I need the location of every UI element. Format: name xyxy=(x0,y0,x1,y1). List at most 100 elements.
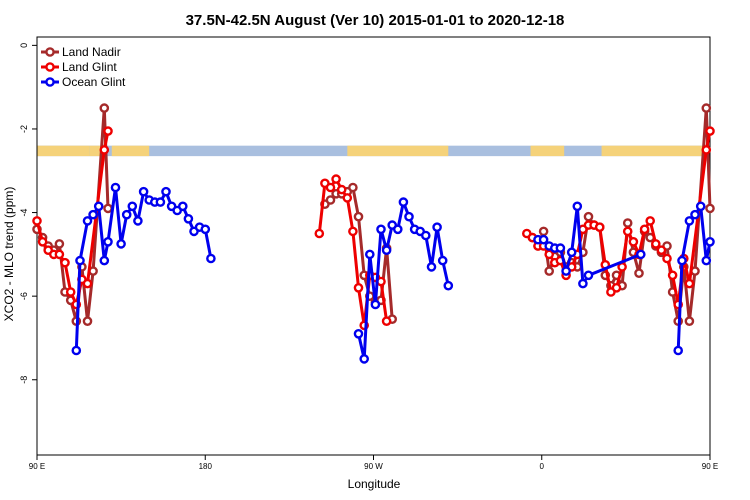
data-point xyxy=(82,216,93,226)
data-point xyxy=(32,216,42,226)
legend-marker xyxy=(45,47,55,57)
data-point xyxy=(544,249,555,260)
data-point xyxy=(594,222,605,232)
y-tick-label: -2 xyxy=(19,125,29,133)
data-point xyxy=(88,209,98,220)
series-2 xyxy=(71,182,715,364)
data-point xyxy=(359,354,370,364)
data-point xyxy=(381,316,392,327)
data-point xyxy=(701,145,712,155)
land-band xyxy=(89,145,101,157)
data-point xyxy=(705,236,715,247)
legend-label: Land Glint xyxy=(62,60,117,74)
data-point xyxy=(348,226,358,237)
data-point xyxy=(690,209,700,220)
data-point xyxy=(673,345,684,356)
y-tick-label: -6 xyxy=(19,292,29,300)
data-point xyxy=(121,209,132,220)
data-point xyxy=(566,247,577,258)
data-point xyxy=(381,245,392,255)
data-point xyxy=(538,234,549,245)
data-point xyxy=(684,278,695,289)
data-point xyxy=(538,226,549,237)
land-band xyxy=(530,145,565,157)
data-point xyxy=(364,249,375,260)
chart-title: 37.5N-42.5N August (Ver 10) 2015-01-01 t… xyxy=(186,12,565,29)
data-point xyxy=(561,266,571,276)
data-point xyxy=(622,218,633,228)
land-band xyxy=(347,145,449,157)
data-point xyxy=(662,253,672,264)
plot-frame xyxy=(36,36,711,456)
data-point xyxy=(420,230,431,241)
land-ocean-strip xyxy=(37,145,710,157)
data-point xyxy=(404,211,414,222)
land-band xyxy=(601,145,710,157)
data-point xyxy=(432,222,442,232)
data-point xyxy=(443,280,454,291)
data-point xyxy=(376,224,386,235)
data-point xyxy=(622,226,633,237)
data-point xyxy=(65,287,76,297)
data-point xyxy=(628,236,639,247)
data-point xyxy=(611,282,622,293)
data-point xyxy=(684,316,695,327)
data-point xyxy=(639,224,650,235)
data-point xyxy=(342,193,353,203)
data-point xyxy=(99,145,110,155)
data-point xyxy=(110,182,121,193)
data-point xyxy=(701,255,712,266)
data-point xyxy=(583,270,594,281)
data-point xyxy=(60,257,70,268)
data-point xyxy=(183,213,194,224)
y-axis-title: XCO2 - MLO trend (ppm) xyxy=(2,187,16,322)
data-point xyxy=(82,316,93,327)
data-point xyxy=(392,224,403,235)
data-point xyxy=(103,236,113,247)
data-point xyxy=(353,328,364,339)
data-point xyxy=(177,201,188,212)
data-point xyxy=(161,186,171,197)
data-point xyxy=(634,268,644,279)
data-point xyxy=(93,201,104,212)
series-layer xyxy=(32,103,715,364)
data-point xyxy=(370,299,381,310)
data-point xyxy=(325,182,336,193)
data-point xyxy=(578,278,588,289)
data-point xyxy=(71,345,82,356)
data-point xyxy=(99,255,110,266)
data-point xyxy=(103,203,113,214)
data-point xyxy=(645,216,656,226)
land-band xyxy=(111,145,150,157)
y-tick-label: 0 xyxy=(19,43,29,48)
data-point xyxy=(695,201,706,212)
data-point xyxy=(54,239,65,249)
data-point xyxy=(138,186,149,197)
data-point xyxy=(37,236,48,247)
data-point xyxy=(437,255,448,266)
data-point xyxy=(200,224,211,235)
legend-marker xyxy=(45,77,55,87)
data-point xyxy=(572,201,583,212)
data-point xyxy=(677,255,687,266)
data-point xyxy=(583,211,594,222)
data-point xyxy=(353,282,364,293)
data-point xyxy=(325,195,336,205)
data-point xyxy=(651,239,661,249)
data-point xyxy=(103,126,113,136)
data-point xyxy=(99,103,110,113)
data-point xyxy=(155,197,166,207)
y-axis: 0 -2 -4 -6 -8 xyxy=(19,43,37,384)
data-point xyxy=(701,103,712,113)
data-point xyxy=(555,243,566,253)
data-point xyxy=(544,266,555,276)
data-point xyxy=(331,174,341,184)
y-tick-label: -4 xyxy=(19,209,29,217)
data-point xyxy=(667,270,678,281)
data-point xyxy=(684,216,695,226)
data-point xyxy=(116,239,126,249)
x-axis-title: Longitude xyxy=(348,477,401,491)
data-point xyxy=(206,253,216,264)
